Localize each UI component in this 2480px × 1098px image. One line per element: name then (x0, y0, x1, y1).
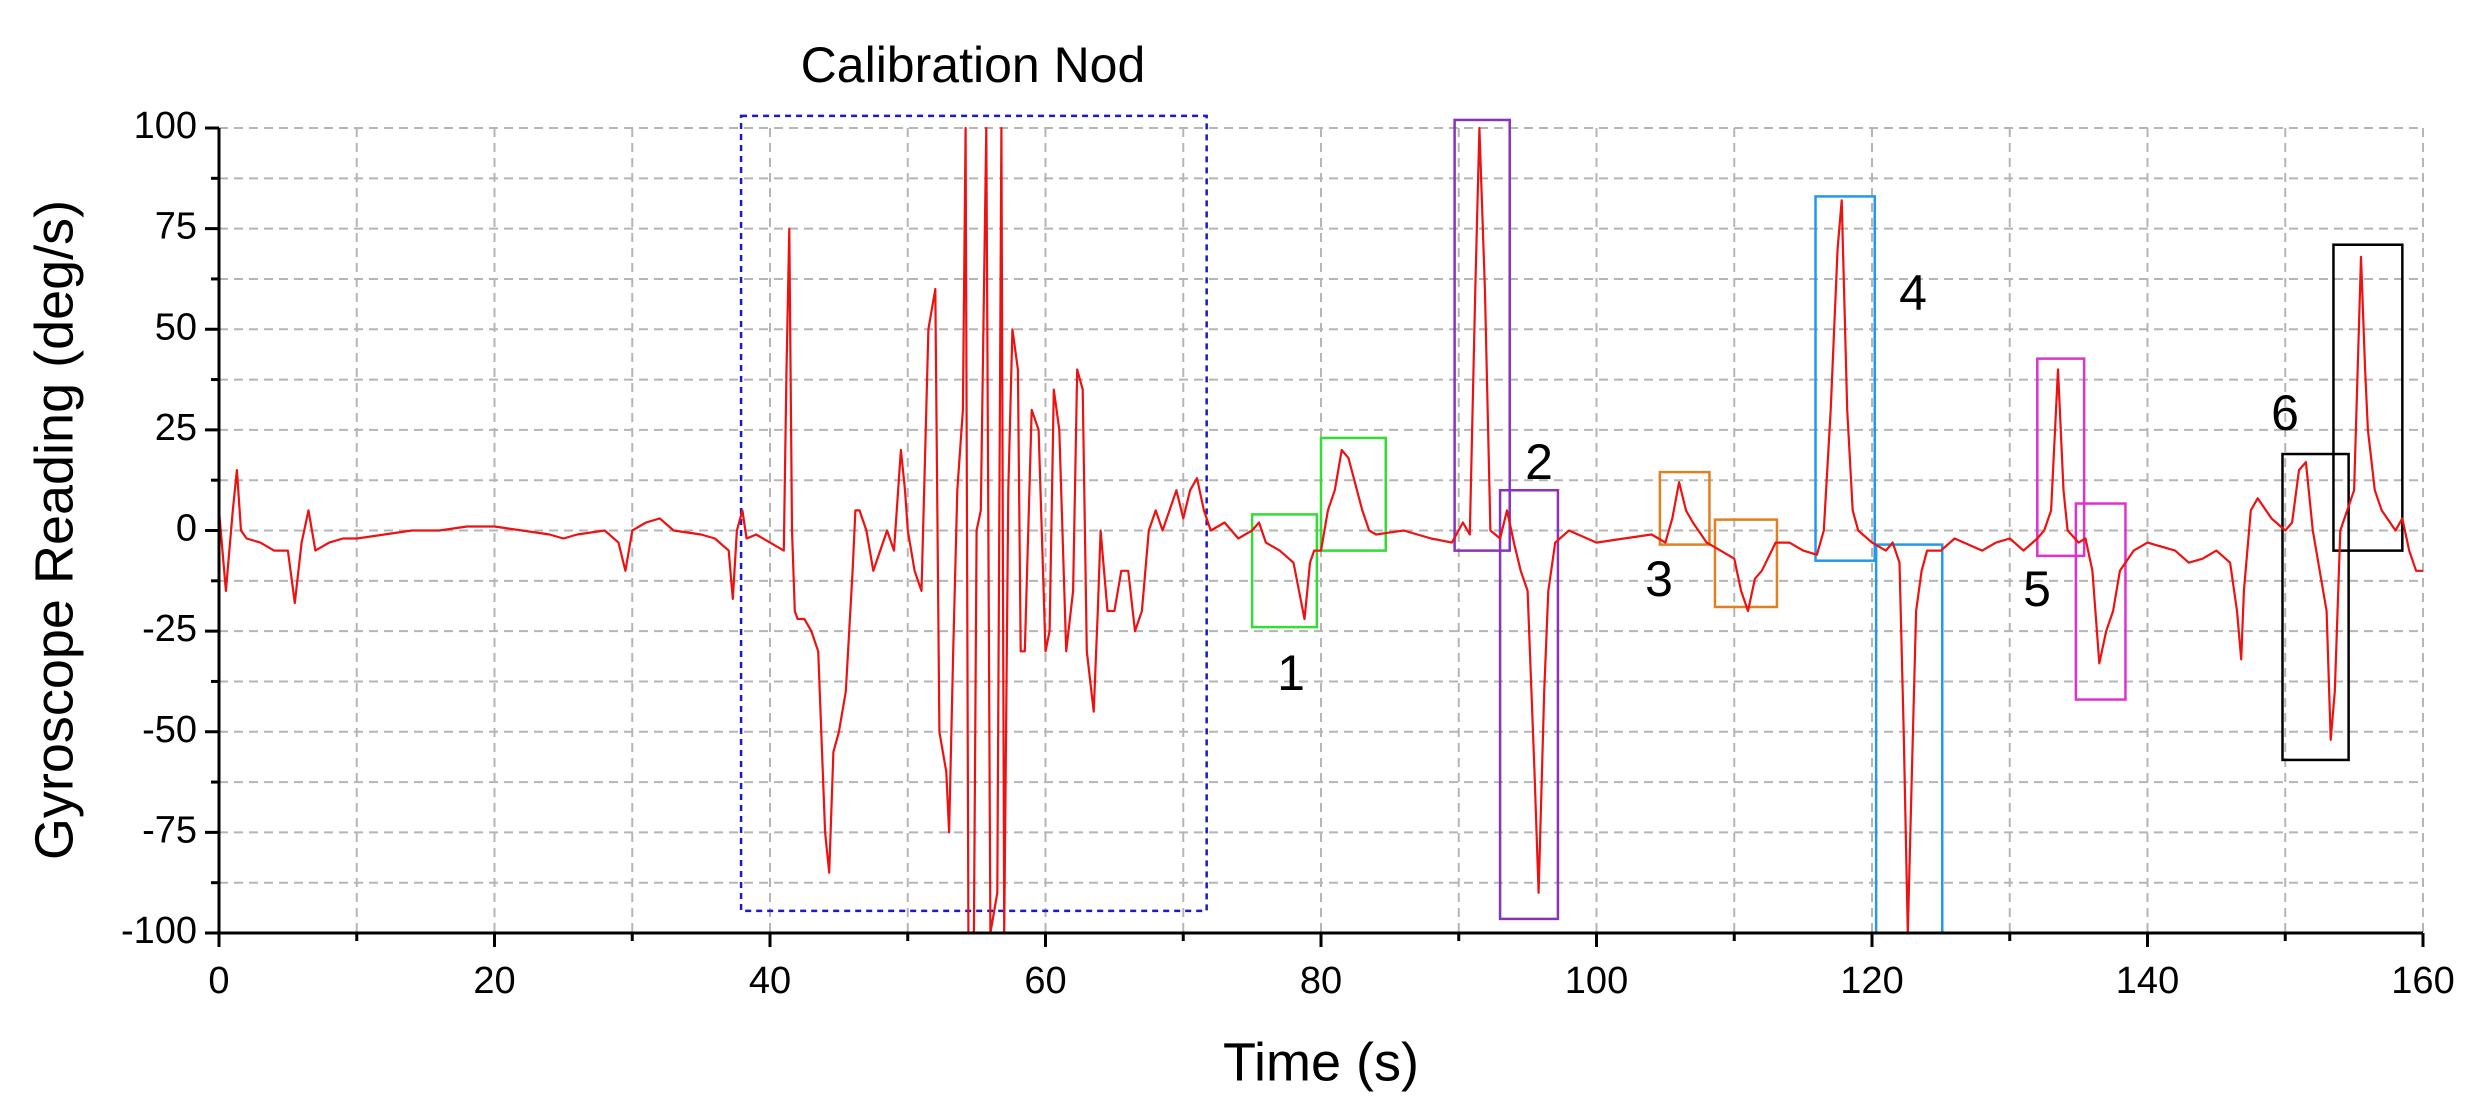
annotation-box (2074, 502, 2127, 701)
annotation-label: 2 (1525, 434, 1553, 490)
y-tick-label: 50 (155, 306, 197, 348)
y-axis-label: Gyroscope Reading (deg/s) (24, 200, 84, 860)
annotation-box (1713, 518, 1779, 609)
annotation-box (2281, 452, 2350, 762)
annotation-box (2036, 357, 2086, 558)
x-tick-label: 20 (473, 960, 515, 1002)
x-tick-label: 40 (749, 960, 791, 1002)
annotation-box (2332, 243, 2404, 552)
x-tick-label: 60 (1024, 960, 1066, 1002)
y-tick-label: 75 (155, 206, 197, 248)
annotation-label: 1 (1277, 645, 1305, 701)
x-tick-label: 140 (2116, 960, 2179, 1002)
y-tick-label: 0 (176, 508, 197, 550)
annotation-box (1498, 489, 1560, 921)
data-line (217, 126, 2423, 935)
annotation-label: 3 (1645, 551, 1673, 607)
x-axis-label: Time (s) (1223, 1032, 1419, 1092)
x-tick-label: 160 (2391, 960, 2454, 1002)
annotation-label: 6 (2271, 385, 2299, 441)
y-tick-label: -25 (142, 608, 197, 650)
y-tick-label: -75 (142, 809, 197, 851)
annotation-label: 4 (1899, 265, 1927, 321)
x-tick-label: 0 (208, 960, 229, 1002)
y-tick-label: 100 (134, 105, 197, 147)
y-tick-label: 25 (155, 407, 197, 449)
annotation-box (1250, 513, 1319, 629)
y-tick-label: -50 (142, 709, 197, 751)
x-tick-label: 100 (1565, 960, 1628, 1002)
annotation-box (1814, 195, 1877, 562)
x-tick-label: 80 (1300, 960, 1342, 1002)
y-tick-label: -100 (121, 910, 197, 952)
annotation-label: 5 (2023, 561, 2051, 617)
annotation-label: Calibration Nod (801, 37, 1146, 93)
annotation-box (1319, 436, 1387, 552)
x-tick-label: 120 (1840, 960, 1903, 1002)
annotation-box (1658, 470, 1711, 546)
annotation-box (1453, 118, 1511, 552)
